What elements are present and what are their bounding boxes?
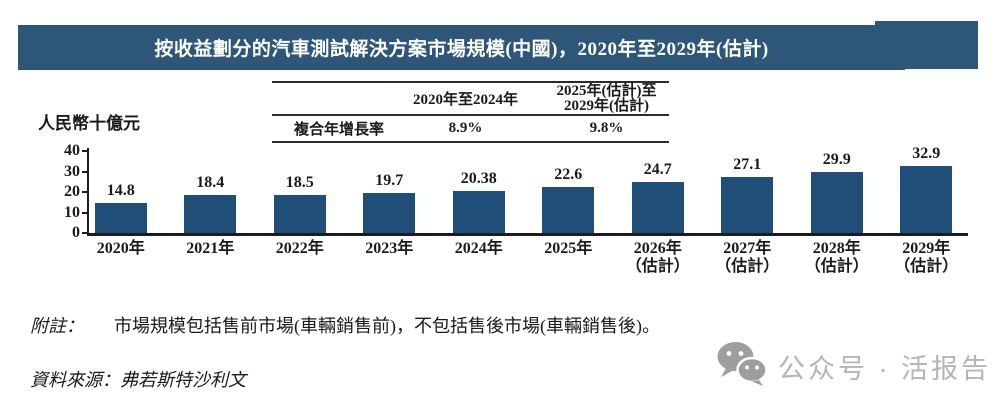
bar-2021年	[184, 195, 237, 233]
cagr-row-label: 複合年增長率	[294, 122, 385, 138]
bar-value-label: 24.7	[643, 161, 672, 179]
y-tick-mark	[82, 170, 88, 173]
footnote-text: 市場規模包括售前市場(車輛銷售前)，不包括售後市場(車輛銷售後)。	[114, 316, 660, 336]
x-axis-label-2028年: 2028年 （估計）	[804, 240, 869, 275]
cagr-period2-value: 9.8%	[589, 120, 624, 136]
cagr-period2-header-line1: 2025年(估計)至	[556, 82, 657, 99]
x-axis-line	[87, 233, 968, 236]
x-axis-label-2029年: 2029年 （估計）	[894, 240, 959, 275]
x-axis-label-2022年: 2022年	[275, 240, 324, 257]
cagr-value-row: 複合年增長率 8.9% 9.8%	[272, 116, 669, 143]
x-axis-label-2024年: 2024年	[454, 240, 503, 257]
x-axis-label-2027年: 2027年 （估計）	[715, 240, 780, 275]
bar-value-label: 32.9	[912, 144, 941, 162]
x-axis-label-2026年: 2026年 （估計）	[625, 240, 690, 275]
cagr-table: 2020年至2024年 2025年(估計)至 2029年(估計) 複合年增長率 …	[272, 81, 669, 143]
y-axis-unit-label: 人民幣十億元	[38, 114, 140, 133]
y-tick-label: 40	[64, 142, 80, 159]
cagr-period1-value: 8.9%	[448, 120, 483, 136]
cagr-period2-header: 2025年(估計)至 2029年(估計)	[544, 82, 669, 114]
y-axis-line	[87, 148, 89, 236]
x-axis-label-2025年: 2025年	[544, 240, 593, 257]
footnote-label: 附註：	[30, 316, 84, 336]
cagr-period2-header-line2: 2029年(估計)	[564, 97, 649, 114]
bar-2022年	[273, 195, 326, 233]
y-tick-label: 0	[72, 224, 80, 241]
bar-value-label: 19.7	[375, 171, 404, 189]
y-tick-label: 30	[64, 162, 80, 180]
bar-2024年	[452, 191, 505, 233]
bar-2029年	[900, 165, 953, 233]
bar-value-label: 18.4	[196, 174, 225, 192]
footnote: 附註： 市場規模包括售前市場(車輛銷售前)，不包括售後市場(車輛銷售後)。	[30, 312, 660, 338]
bar-value-label: 14.8	[106, 181, 135, 199]
y-tick-label: 10	[64, 203, 80, 221]
bar-value-label: 27.1	[733, 156, 762, 174]
bar-2027年	[721, 177, 774, 233]
bar-value-label: 22.6	[554, 165, 583, 183]
x-axis-label-2023年: 2023年	[365, 240, 414, 257]
bar-value-label: 18.5	[285, 174, 314, 192]
watermark-text: 公众号 · 活报告	[778, 353, 991, 384]
cagr-header-row: 2020年至2024年 2025年(估計)至 2029年(估計)	[272, 83, 669, 116]
x-axis-label-2021年: 2021年	[186, 240, 235, 257]
bar-value-label: 20.38	[460, 170, 497, 188]
y-tick-mark	[82, 191, 88, 193]
watermark: 公众号 · 活报告	[716, 341, 991, 391]
bar-2023年	[363, 192, 416, 233]
y-tick-mark	[82, 150, 88, 152]
bar-2026年	[631, 182, 684, 233]
chart-title-banner: 按收益劃分的汽車測試解決方案市場規模(中國)，2020年至2029年(估計)	[18, 25, 905, 70]
bar-2025年	[542, 186, 595, 233]
y-tick-label: 20	[64, 183, 80, 200]
x-axis-label-2020年: 2020年	[96, 240, 145, 257]
bar-2028年	[810, 171, 863, 233]
cagr-period1-header: 2020年至2024年	[412, 92, 518, 108]
y-tick-mark	[82, 232, 88, 234]
wechat-icon	[716, 341, 768, 391]
bar-2020年	[94, 202, 147, 233]
bar-value-label: 29.9	[822, 150, 851, 168]
source-line: 資料來源：弗若斯特沙利文	[30, 370, 246, 390]
chart-title: 按收益劃分的汽車測試解決方案市場規模(中國)，2020年至2029年(估計)	[154, 39, 769, 60]
y-tick-mark	[82, 211, 88, 214]
